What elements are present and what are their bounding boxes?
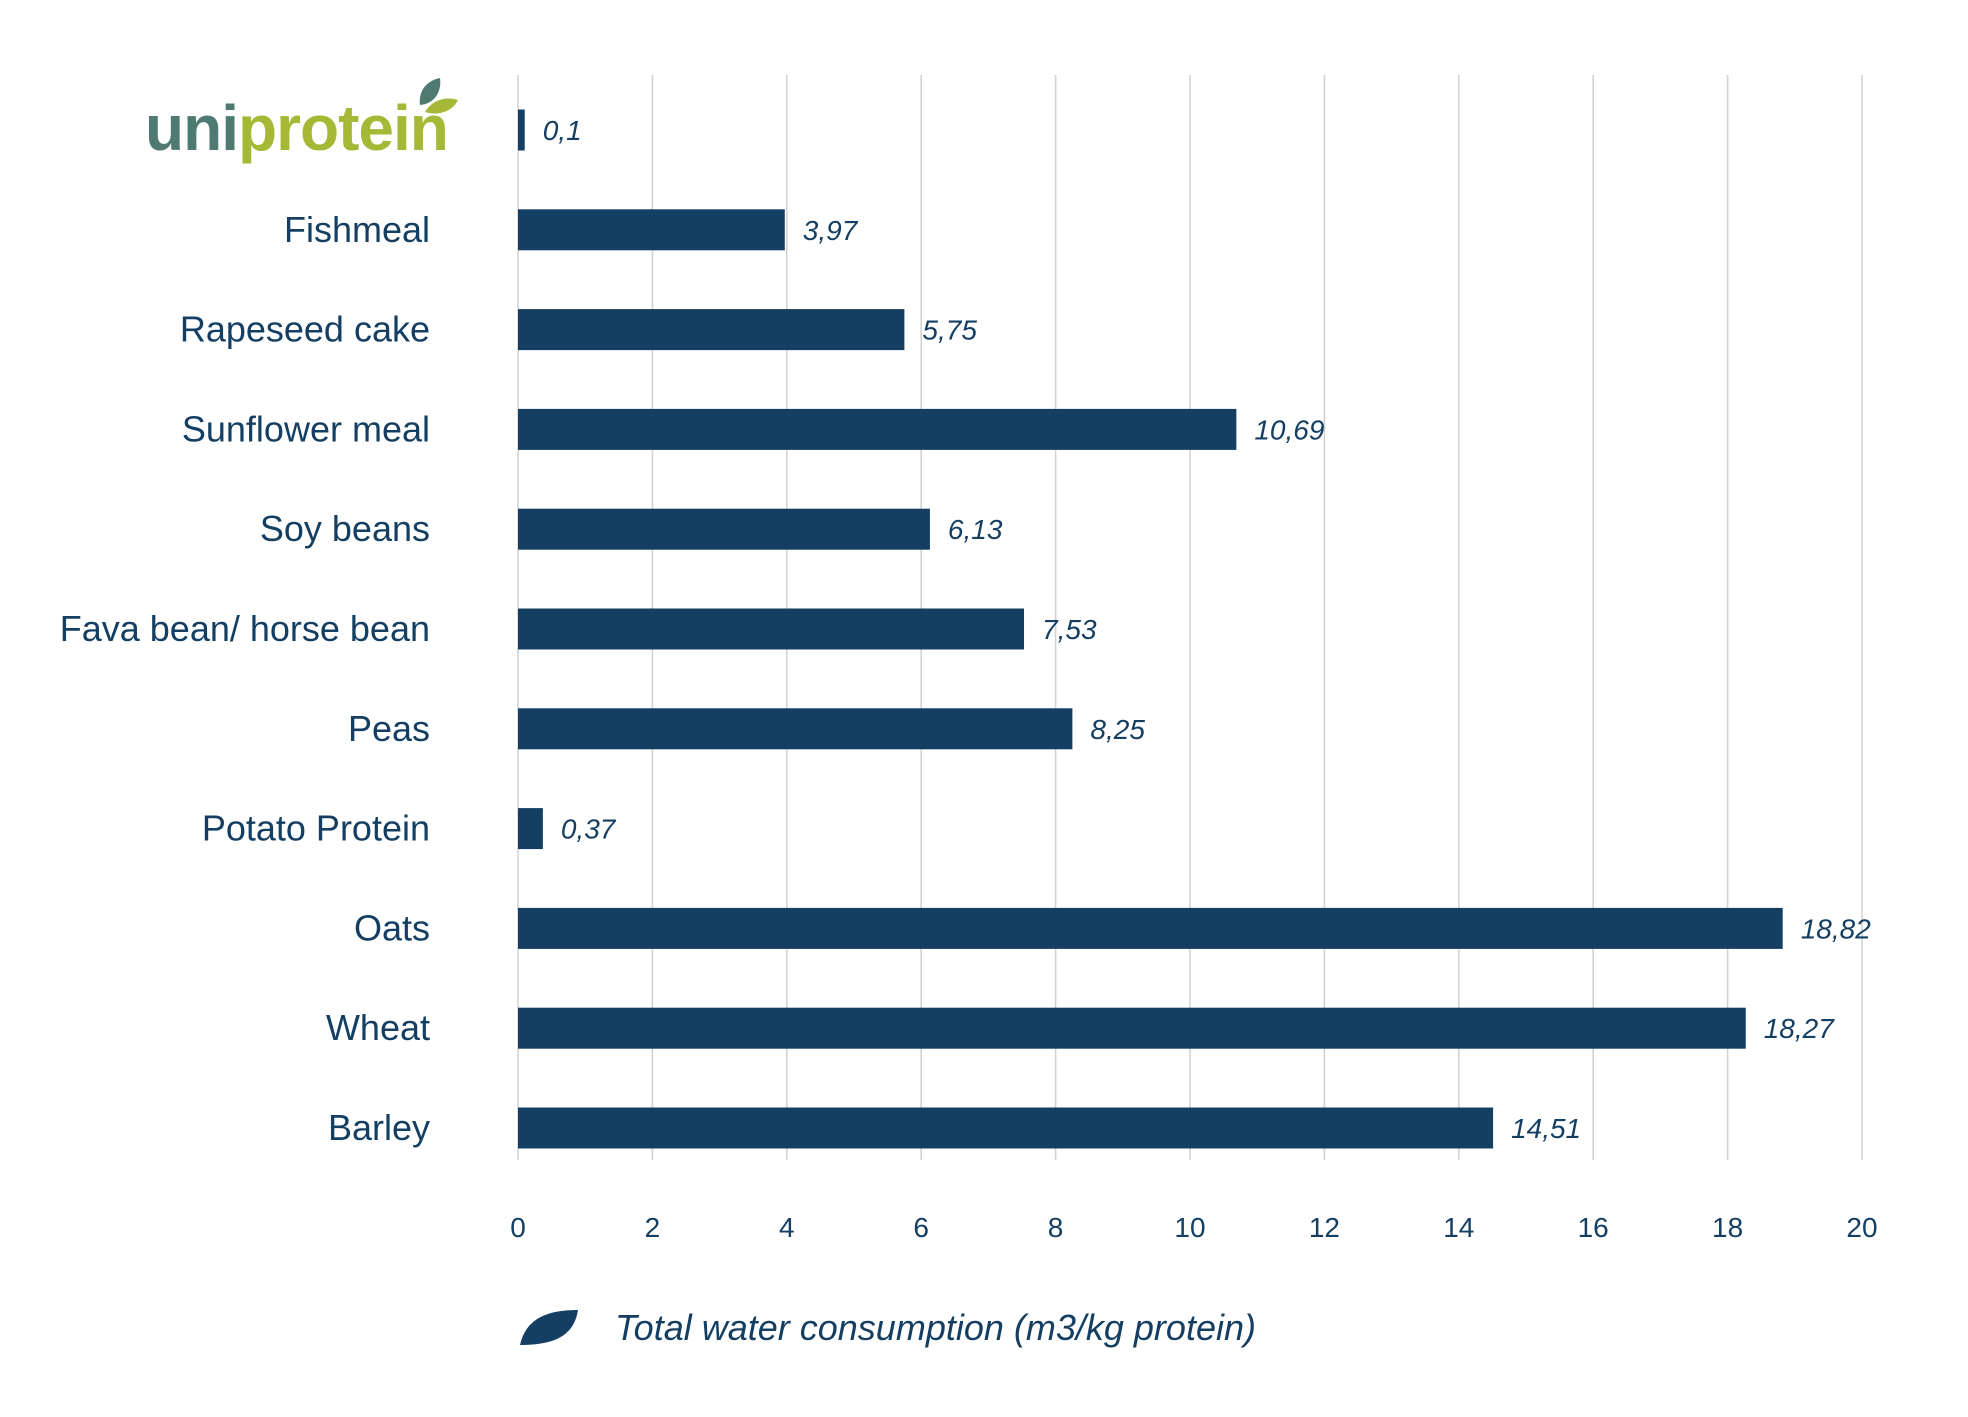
data-label: 8,25 (1090, 714, 1145, 745)
bar (518, 1107, 1494, 1149)
bar (518, 1007, 1746, 1049)
bar (518, 608, 1025, 650)
logo-text-uni: uni (145, 92, 238, 164)
data-label: 6,13 (948, 514, 1003, 545)
data-label: 5,75 (922, 315, 977, 346)
x-tick-label: 12 (1309, 1212, 1340, 1243)
x-tick-label: 18 (1712, 1212, 1743, 1243)
bar (518, 309, 905, 351)
data-label: 3,97 (803, 215, 859, 246)
category-label: Fava bean/ horse bean (60, 608, 430, 649)
svg-text:uniprotein: uniprotein (145, 92, 448, 164)
bars (518, 109, 1783, 1149)
logo-leaf-light-icon (425, 98, 458, 114)
logo-leaf-dark-icon (419, 78, 441, 105)
category-label: Fishmeal (284, 209, 430, 250)
bar (518, 408, 1237, 450)
data-label: 0,37 (561, 814, 617, 845)
x-tick-label: 2 (645, 1212, 661, 1243)
uniprotein-logo: uniprotein (145, 78, 458, 164)
x-tick-label: 14 (1443, 1212, 1474, 1243)
category-labels: Fishmeal Rapeseed cake Sunflower meal Soy b… (60, 209, 430, 1148)
x-tick-label: 6 (913, 1212, 929, 1243)
category-label: Rapeseed cake (180, 309, 430, 350)
category-label: Wheat (326, 1007, 430, 1048)
category-label: Peas (348, 708, 430, 749)
bar (518, 109, 525, 151)
legend-swatch-icon (520, 1310, 578, 1345)
data-label: 7,53 (1042, 614, 1097, 645)
category-label: Oats (354, 907, 430, 948)
legend-label: Total water consumption (m3/kg protein) (615, 1307, 1256, 1348)
data-label: 18,27 (1764, 1013, 1835, 1044)
data-label: 14,51 (1511, 1113, 1581, 1144)
bar (518, 708, 1073, 750)
category-label: Potato Protein (202, 808, 430, 849)
legend: Total water consumption (m3/kg protein) (520, 1307, 1256, 1348)
x-axis-tick-labels: 0 2 4 6 8 10 12 14 16 18 20 (510, 1212, 1877, 1243)
bar (518, 907, 1783, 949)
logo-text-protein: protein (238, 92, 448, 164)
data-label: 0,1 (543, 115, 582, 146)
bar (518, 508, 930, 550)
bar (518, 808, 543, 850)
category-label: Soy beans (260, 508, 430, 549)
grid-lines (517, 75, 1863, 1160)
x-tick-label: 0 (510, 1212, 526, 1243)
data-label: 10,69 (1254, 414, 1324, 445)
category-label: Barley (328, 1107, 430, 1148)
x-tick-label: 10 (1174, 1212, 1205, 1243)
category-label: Sunflower meal (182, 408, 430, 449)
x-tick-label: 16 (1578, 1212, 1609, 1243)
bar (518, 209, 785, 251)
data-label: 18,82 (1801, 913, 1871, 944)
x-tick-label: 8 (1048, 1212, 1064, 1243)
x-tick-label: 20 (1846, 1212, 1877, 1243)
value-labels: 0,1 3,97 5,75 10,69 6,13 7,53 8,25 0,37 18,82 18,… (543, 115, 1871, 1144)
x-tick-label: 4 (779, 1212, 795, 1243)
